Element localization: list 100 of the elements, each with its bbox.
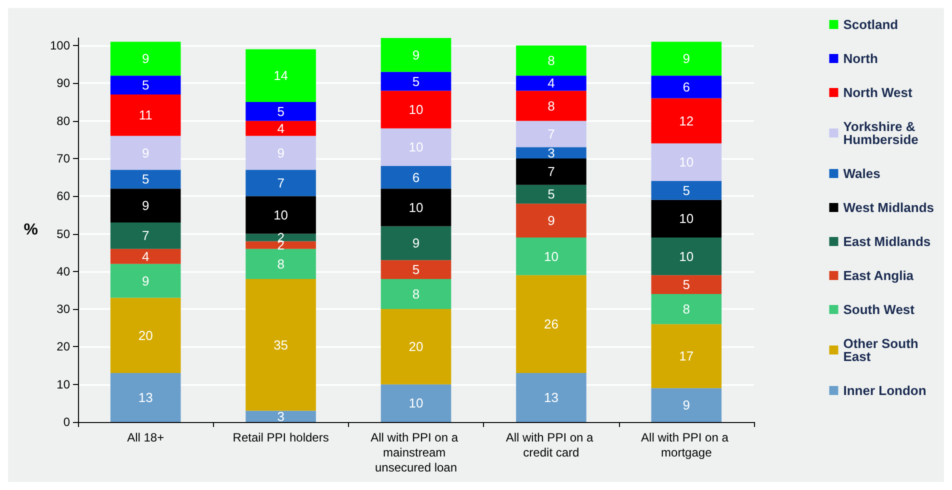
data-label: 4	[548, 76, 555, 91]
data-label: 9	[682, 398, 690, 413]
bar	[110, 248, 181, 264]
bar	[246, 120, 316, 136]
data-label: 4	[142, 248, 150, 264]
bar	[516, 204, 586, 238]
legend-label: Scotland	[843, 17, 898, 32]
bar	[110, 188, 181, 222]
data-label: 8	[548, 98, 555, 114]
bar	[516, 76, 586, 91]
data-label: 10	[544, 248, 558, 264]
data-label: 10	[679, 211, 694, 226]
data-label: 9	[412, 47, 420, 62]
data-label: 10	[679, 248, 694, 264]
bar	[110, 170, 181, 189]
data-label: 5	[682, 182, 690, 198]
bar	[110, 76, 181, 94]
bar	[246, 278, 316, 411]
bar	[380, 90, 452, 128]
data-label: 9	[142, 273, 150, 288]
bar	[651, 143, 722, 182]
y-tick-label: 80	[56, 114, 70, 128]
data-label: 7	[142, 228, 150, 244]
data-label: 9	[412, 236, 420, 251]
data-label: 11	[138, 108, 152, 123]
x-tick-label: All with PPI on a credit card	[506, 430, 597, 460]
data-label: 6	[682, 79, 690, 94]
data-label: 14	[274, 68, 288, 84]
data-label: 3	[548, 145, 555, 160]
data-label: 17	[679, 348, 694, 364]
bar	[651, 294, 722, 324]
data-label: 10	[408, 396, 424, 411]
bar	[110, 298, 181, 374]
bar	[651, 181, 722, 200]
data-label: 5	[412, 74, 420, 89]
data-label: 9	[682, 51, 690, 66]
bar	[380, 72, 452, 91]
bar	[246, 136, 316, 170]
bar	[651, 76, 722, 98]
bar	[246, 49, 316, 102]
y-tick-label: 20	[56, 340, 70, 354]
y-tick-label: 70	[56, 151, 70, 166]
data-label: 8	[277, 256, 284, 272]
y-tick-label: 10	[56, 377, 70, 392]
data-label: 5	[548, 186, 555, 202]
bar	[380, 226, 452, 260]
data-label: 8	[548, 53, 555, 68]
bar	[246, 196, 316, 234]
legend-label: East Midlands	[843, 234, 931, 249]
legend-label: Wales	[843, 166, 880, 181]
bar	[380, 309, 452, 384]
x-tick-label: All 18+	[127, 430, 164, 444]
data-label: 35	[274, 337, 288, 352]
data-label: 20	[138, 328, 153, 343]
legend-label: South West	[843, 302, 916, 317]
bar	[651, 275, 722, 294]
data-label: 3	[277, 408, 284, 424]
bar	[516, 158, 586, 185]
data-label: 5	[682, 277, 690, 292]
bar	[651, 324, 722, 388]
data-label: 9	[548, 213, 555, 228]
legend-label: West Midlands	[843, 200, 934, 215]
bar	[516, 90, 586, 121]
x-tick-label: All with PPI on a mortgage	[641, 430, 732, 460]
x-tick-label: Retail PPI holders	[232, 430, 329, 444]
bar	[651, 238, 722, 276]
bar	[246, 241, 316, 249]
data-label: 12	[679, 113, 694, 128]
bar	[380, 278, 452, 310]
bar	[380, 384, 452, 422]
bar	[516, 120, 586, 148]
y-tick-label: 50	[56, 226, 70, 241]
bar	[380, 166, 452, 189]
data-label: 5	[412, 262, 420, 278]
y-tick-label: 60	[56, 189, 70, 204]
y-axis-title: %	[24, 222, 38, 238]
data-label: 7	[548, 164, 555, 180]
x-tick-label: All with PPI on a mainstream unsecured loan	[370, 430, 462, 474]
data-label: 9	[142, 198, 150, 214]
data-label: 10	[408, 200, 424, 215]
bar	[516, 275, 586, 374]
data-label: 10	[274, 207, 288, 222]
y-tick-label: 0	[63, 415, 70, 429]
data-label: 8	[412, 286, 420, 302]
legend-label: Yorkshire & Humberside	[843, 119, 919, 147]
bar	[380, 260, 452, 279]
bar	[380, 38, 452, 72]
bar	[110, 94, 181, 136]
legend-label: Inner London	[843, 383, 926, 398]
bar	[651, 42, 722, 76]
data-label: 5	[277, 104, 284, 119]
data-label: 10	[408, 102, 424, 118]
bar	[246, 410, 316, 422]
data-label: 9	[142, 51, 150, 66]
data-label: 13	[138, 390, 153, 406]
bar	[246, 234, 316, 242]
bar	[516, 46, 586, 76]
data-label: 4	[277, 120, 284, 136]
data-label: 5	[142, 172, 150, 187]
bar	[516, 184, 586, 204]
